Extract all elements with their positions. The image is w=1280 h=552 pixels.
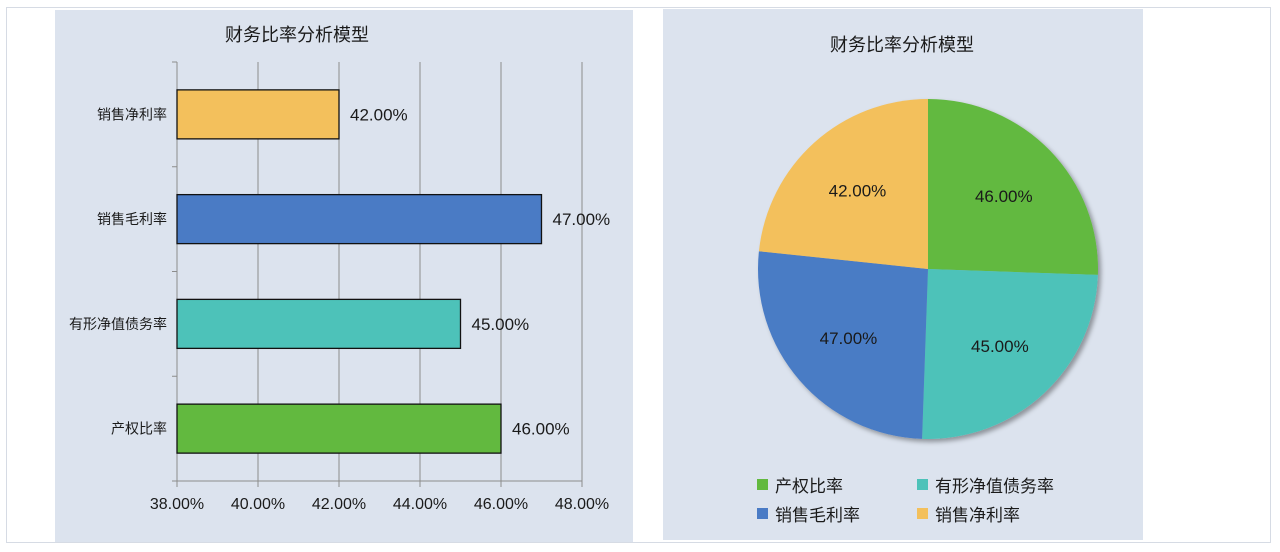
category-label: 产权比率 [111, 421, 167, 437]
bar[interactable] [176, 403, 502, 454]
legend-swatch-icon [917, 508, 928, 519]
legend-swatch-icon [917, 479, 928, 490]
legend-label: 产权比率 [775, 477, 843, 497]
bar-chart-plot: 38.00% 40.00% 42.00% 44.00% 46.00% 48.00% 46.0… [69, 61, 611, 513]
pie-chart-plot: 46.00% 45.00% 47.00% 42.00% [758, 99, 1098, 440]
bar[interactable] [176, 193, 543, 245]
pie-slice[interactable] [758, 251, 928, 439]
legend-swatch-icon [757, 479, 768, 490]
bar-data-label: 42.00% [350, 105, 408, 124]
pie-data-label: 47.00% [820, 329, 878, 348]
legend-item-tangible-debt-ratio[interactable]: 有形净值债务率 [917, 472, 1054, 497]
category-label: 有形净值债务率 [69, 316, 167, 332]
pie-chart-panel[interactable]: 财务比率分析模型 46.00% 45.00% 47.00% 42.00% [663, 9, 1143, 540]
category-label: 销售毛利率 [97, 211, 167, 227]
x-tick-label: 40.00% [231, 496, 285, 513]
x-tick-label: 38.00% [150, 496, 204, 513]
pie-slice[interactable] [758, 99, 928, 269]
bar-data-label: 45.00% [472, 315, 530, 334]
legend-label: 有形净值债务率 [935, 477, 1054, 497]
category-label: 销售净利率 [97, 106, 167, 122]
pie-data-label: 45.00% [971, 337, 1029, 356]
x-tick-label: 46.00% [474, 496, 528, 513]
legend-item-net-margin[interactable]: 销售净利率 [917, 501, 1020, 526]
bar[interactable] [176, 298, 462, 350]
legend-item-equity-ratio[interactable]: 产权比率 [757, 472, 843, 497]
legend-swatch-icon [757, 508, 768, 519]
legend-label: 销售净利率 [935, 506, 1020, 526]
bar-chart-panel[interactable]: 财务比率分析模型 38.00% 40.00% 42.00% 44.00% 46.00% 4… [55, 10, 633, 542]
pie-chart-title: 财务比率分析模型 [830, 35, 974, 56]
pie-data-label: 46.00% [975, 187, 1033, 206]
bar-chart-title: 财务比率分析模型 [225, 25, 369, 46]
x-tick-label: 42.00% [312, 496, 366, 513]
pie-slice[interactable] [928, 99, 1098, 275]
x-tick-label: 48.00% [555, 496, 609, 513]
bar-data-label: 47.00% [553, 210, 611, 229]
legend-label: 销售毛利率 [775, 506, 860, 526]
legend-item-gross-margin[interactable]: 销售毛利率 [757, 501, 860, 526]
bar-data-label: 46.00% [512, 420, 570, 439]
bar[interactable] [176, 89, 340, 140]
pie-data-label: 42.00% [829, 182, 887, 201]
pie-slice[interactable] [922, 269, 1098, 440]
x-tick-label: 44.00% [393, 496, 447, 513]
